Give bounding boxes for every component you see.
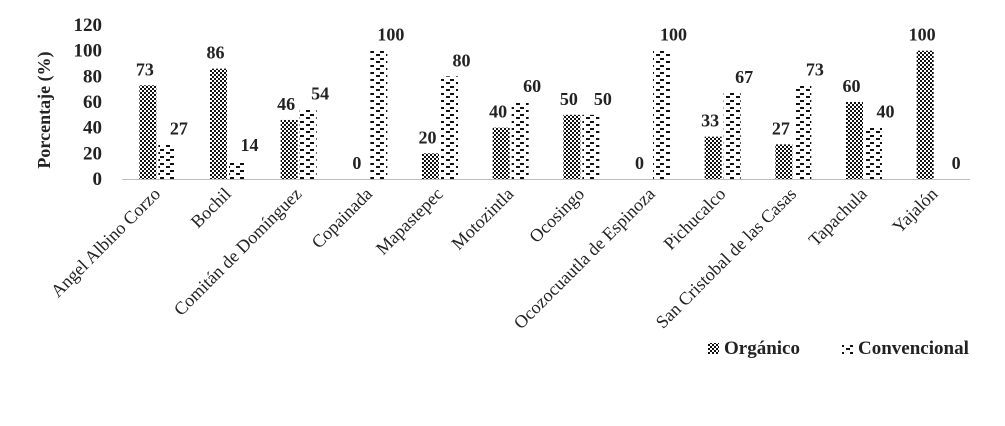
bar-organico bbox=[775, 144, 793, 179]
bar-organico bbox=[846, 102, 863, 179]
data-label: 20 bbox=[419, 127, 437, 147]
data-label: 0 bbox=[635, 153, 644, 173]
legend: Orgánico Convencional bbox=[708, 338, 969, 359]
bar-convencional bbox=[370, 50, 388, 179]
bar-convencional bbox=[582, 114, 600, 179]
data-label: 46 bbox=[277, 94, 295, 114]
x-tick-label: Pichucalco bbox=[660, 184, 730, 254]
bar-convencional bbox=[794, 85, 812, 179]
bar-convencional bbox=[441, 76, 458, 179]
data-label: 50 bbox=[560, 89, 578, 109]
y-tick-label: 0 bbox=[93, 169, 103, 190]
y-tick-label: 40 bbox=[83, 118, 102, 139]
y-axis-label: Porcentaje (%) bbox=[34, 51, 55, 168]
legend-swatch-organico bbox=[708, 343, 719, 354]
data-label: 60 bbox=[843, 76, 861, 96]
x-tick-label: Tapachula bbox=[805, 184, 871, 250]
data-label: 0 bbox=[952, 153, 961, 173]
x-tick-label: Bochil bbox=[187, 184, 235, 232]
data-label: 100 bbox=[377, 25, 404, 45]
x-tick-label: Angel Albino Corzo bbox=[47, 184, 164, 301]
data-label: 40 bbox=[877, 102, 895, 122]
y-tick-label: 120 bbox=[74, 15, 103, 36]
x-tick-label: Yajalón bbox=[888, 184, 941, 237]
bar-organico bbox=[422, 153, 439, 179]
data-label: 33 bbox=[701, 111, 719, 131]
x-tick-label: Copainada bbox=[308, 184, 377, 253]
bar-convencional bbox=[511, 102, 529, 179]
data-label: 0 bbox=[352, 153, 361, 173]
bar-convencional bbox=[158, 144, 176, 179]
x-tick-label: Comitán de Domínguez bbox=[170, 184, 306, 320]
x-tick-label: Motozintla bbox=[447, 184, 517, 254]
legend-label: Orgánico bbox=[724, 338, 800, 359]
bar-convencional bbox=[723, 93, 741, 179]
bars: 73 27 86 14 46 54 0 100 20 80 40 60 50 50 0 100 33 67 27 73… bbox=[136, 25, 961, 179]
data-label: 86 bbox=[207, 43, 225, 63]
bar-organico bbox=[563, 114, 581, 179]
y-tick-label: 100 bbox=[74, 41, 103, 62]
data-label: 27 bbox=[772, 118, 790, 138]
bar-organico bbox=[139, 85, 157, 179]
legend-swatch-convencional bbox=[842, 343, 853, 354]
data-label: 67 bbox=[735, 67, 753, 87]
bar-organico bbox=[916, 50, 934, 179]
data-label: 60 bbox=[523, 76, 541, 96]
bar-organico bbox=[492, 127, 510, 179]
y-tick-label: 80 bbox=[83, 66, 102, 87]
bar-organico bbox=[704, 136, 722, 179]
data-label: 40 bbox=[489, 102, 507, 122]
data-label: 100 bbox=[909, 25, 936, 45]
data-label: 54 bbox=[311, 84, 329, 104]
data-label: 80 bbox=[453, 50, 471, 70]
bar-convencional bbox=[229, 161, 246, 179]
data-label: 73 bbox=[806, 59, 824, 79]
y-tick-label: 20 bbox=[83, 143, 102, 164]
bar-organico bbox=[280, 119, 298, 179]
y-tick-label: 60 bbox=[83, 92, 102, 113]
bar-convencional bbox=[299, 109, 317, 179]
data-label: 27 bbox=[170, 118, 188, 138]
y-axis: 0 20 40 60 80 100 120 bbox=[74, 15, 103, 190]
legend-label: Convencional bbox=[858, 338, 969, 359]
bar-organico bbox=[210, 68, 227, 179]
data-label: 14 bbox=[241, 135, 259, 155]
x-tick-label: Ocosingo bbox=[525, 184, 588, 247]
data-label: 73 bbox=[136, 59, 154, 79]
data-label: 100 bbox=[660, 25, 687, 45]
x-tick-label: Mapastepec bbox=[372, 184, 447, 259]
bar-convencional bbox=[653, 50, 670, 179]
data-label: 50 bbox=[594, 89, 612, 109]
x-tick-label: San Cristobal de las Casas bbox=[652, 184, 800, 332]
x-tick-label: Ocozocuautla de Espinoza bbox=[510, 184, 659, 333]
bar-convencional bbox=[865, 127, 882, 179]
